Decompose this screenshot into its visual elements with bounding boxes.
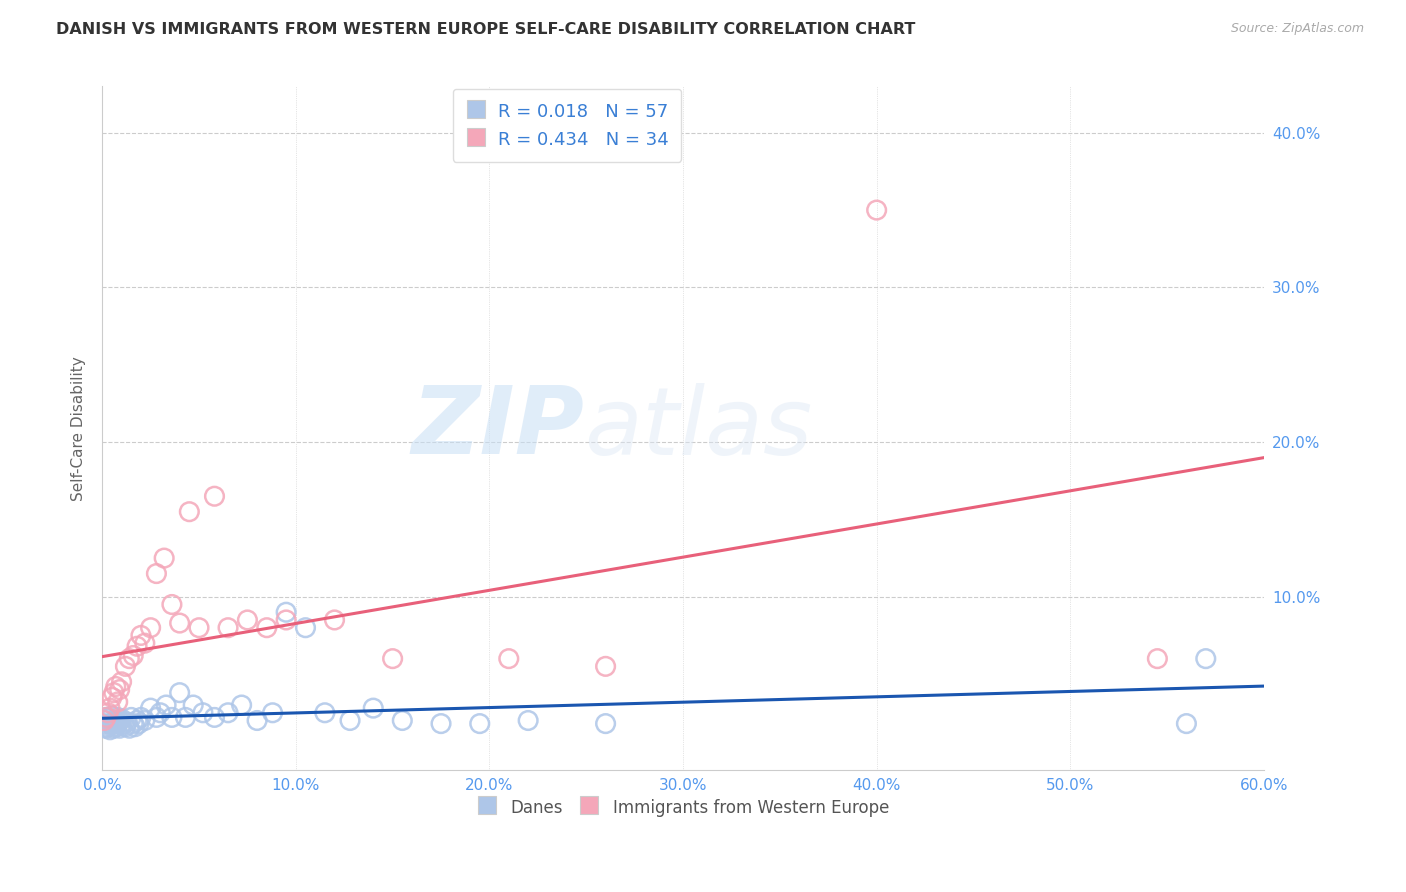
Point [1146, 651, 1168, 665]
Point [129, 710, 152, 724]
Point [866, 203, 889, 218]
Point [98, 716, 121, 731]
Point [104, 714, 127, 728]
Point [103, 686, 125, 700]
Point [110, 718, 132, 732]
Point [174, 710, 197, 724]
Point [160, 598, 183, 612]
Point [517, 714, 540, 728]
Point [125, 714, 148, 728]
Point [101, 718, 124, 732]
Point [179, 505, 201, 519]
Point [98, 701, 121, 715]
Point [468, 716, 491, 731]
Point [595, 716, 617, 731]
Point [217, 706, 239, 720]
Text: DANISH VS IMMIGRANTS FROM WESTERN EUROPE SELF-CARE DISABILITY CORRELATION CHART: DANISH VS IMMIGRANTS FROM WESTERN EUROPE… [56, 22, 915, 37]
Point [114, 659, 136, 673]
Point [181, 698, 204, 712]
Point [314, 706, 336, 720]
Point [595, 659, 617, 673]
Point [276, 605, 298, 619]
Point [107, 710, 129, 724]
Y-axis label: Self-Care Disability: Self-Care Disability [72, 356, 86, 500]
Point [94, 710, 117, 724]
Point [169, 616, 191, 631]
Point [430, 716, 453, 731]
Point [129, 628, 152, 642]
Point [124, 720, 146, 734]
Point [94, 721, 117, 735]
Point [381, 651, 404, 665]
Point [107, 716, 129, 731]
Point [1175, 716, 1198, 731]
Point [139, 701, 162, 715]
Point [128, 716, 150, 731]
Point [145, 710, 167, 724]
Point [155, 698, 177, 712]
Point [339, 714, 361, 728]
Point [108, 721, 131, 735]
Point [103, 721, 125, 735]
Point [204, 489, 226, 503]
Point [256, 621, 278, 635]
Point [149, 706, 172, 720]
Point [93, 714, 115, 728]
Point [391, 714, 413, 728]
Point [134, 714, 156, 728]
Text: Source: ZipAtlas.com: Source: ZipAtlas.com [1230, 22, 1364, 36]
Point [262, 706, 284, 720]
Point [1195, 651, 1218, 665]
Point [361, 701, 384, 715]
Point [112, 716, 135, 731]
Point [97, 706, 120, 720]
Point [110, 674, 132, 689]
Point [117, 714, 139, 729]
Text: ZIP: ZIP [412, 382, 585, 475]
Point [204, 710, 226, 724]
Point [108, 714, 131, 728]
Point [139, 621, 162, 635]
Point [98, 723, 121, 737]
Legend: Danes, Immigrants from Western Europe: Danes, Immigrants from Western Europe [470, 792, 896, 823]
Point [231, 698, 253, 712]
Point [107, 695, 129, 709]
Point [108, 682, 131, 697]
Point [114, 720, 136, 734]
Point [122, 716, 145, 731]
Point [101, 690, 124, 705]
Point [236, 613, 259, 627]
Point [125, 640, 148, 654]
Point [217, 621, 239, 635]
Point [153, 551, 176, 566]
Text: atlas: atlas [585, 383, 813, 474]
Point [94, 710, 117, 724]
Point [118, 721, 141, 735]
Point [191, 706, 214, 720]
Point [101, 709, 124, 723]
Point [498, 651, 520, 665]
Point [294, 621, 316, 635]
Point [120, 710, 142, 724]
Point [134, 636, 156, 650]
Point [276, 613, 298, 627]
Point [118, 651, 141, 665]
Point [97, 712, 120, 726]
Point [145, 566, 167, 581]
Point [188, 621, 211, 635]
Point [104, 720, 127, 734]
Point [323, 613, 346, 627]
Point [122, 648, 145, 663]
Point [160, 710, 183, 724]
Point [104, 680, 127, 694]
Point [103, 714, 125, 729]
Point [169, 686, 191, 700]
Point [93, 716, 115, 731]
Point [97, 720, 120, 734]
Point [246, 714, 269, 728]
Point [93, 714, 115, 728]
Point [110, 712, 132, 726]
